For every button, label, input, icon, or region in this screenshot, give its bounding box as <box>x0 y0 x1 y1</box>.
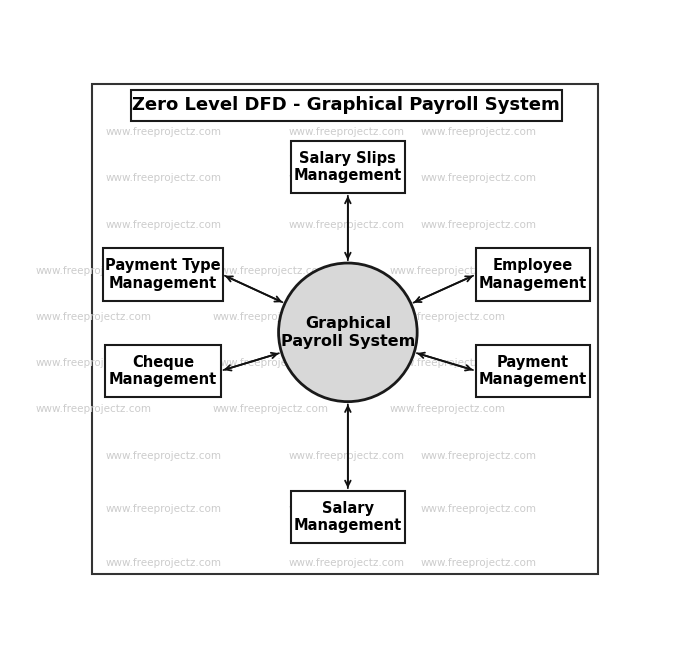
Bar <box>131 90 562 121</box>
Text: www.freeprojectz.com: www.freeprojectz.com <box>36 358 152 368</box>
Bar <box>291 491 405 543</box>
Text: www.freeprojectz.com: www.freeprojectz.com <box>288 451 404 460</box>
Text: www.freeprojectz.com: www.freeprojectz.com <box>36 266 152 276</box>
Text: www.freeprojectz.com: www.freeprojectz.com <box>213 358 329 368</box>
Text: Payment
Management: Payment Management <box>479 355 587 387</box>
Text: Salary Slips
Management: Salary Slips Management <box>294 151 402 183</box>
Text: www.freeprojectz.com: www.freeprojectz.com <box>288 173 404 183</box>
Circle shape <box>279 263 417 402</box>
Text: www.freeprojectz.com: www.freeprojectz.com <box>288 127 404 137</box>
Text: www.freeprojectz.com: www.freeprojectz.com <box>421 220 537 230</box>
Text: Payment Type
Management: Payment Type Management <box>105 258 221 291</box>
Text: www.freeprojectz.com: www.freeprojectz.com <box>36 312 152 322</box>
Text: www.freeprojectz.com: www.freeprojectz.com <box>213 404 329 414</box>
Text: www.freeprojectz.com: www.freeprojectz.com <box>421 173 537 183</box>
Text: www.freeprojectz.com: www.freeprojectz.com <box>105 127 221 137</box>
Text: www.freeprojectz.com: www.freeprojectz.com <box>105 220 221 230</box>
Text: www.freeprojectz.com: www.freeprojectz.com <box>421 127 537 137</box>
Bar <box>291 141 405 193</box>
Text: www.freeprojectz.com: www.freeprojectz.com <box>213 266 329 276</box>
Text: www.freeprojectz.com: www.freeprojectz.com <box>105 558 221 569</box>
Text: www.freeprojectz.com: www.freeprojectz.com <box>288 558 404 569</box>
Text: Cheque
Management: Cheque Management <box>109 355 217 387</box>
Text: Zero Level DFD - Graphical Payroll System: Zero Level DFD - Graphical Payroll Syste… <box>132 96 560 114</box>
Bar <box>476 248 590 301</box>
Text: www.freeprojectz.com: www.freeprojectz.com <box>105 451 221 460</box>
Text: www.freeprojectz.com: www.freeprojectz.com <box>105 505 221 514</box>
Text: Employee
Management: Employee Management <box>479 258 587 291</box>
Text: www.freeprojectz.com: www.freeprojectz.com <box>421 558 537 569</box>
Text: www.freeprojectz.com: www.freeprojectz.com <box>390 266 506 276</box>
Text: www.freeprojectz.com: www.freeprojectz.com <box>288 505 404 514</box>
Text: Graphical
Payroll System: Graphical Payroll System <box>281 316 415 349</box>
Text: www.freeprojectz.com: www.freeprojectz.com <box>288 220 404 230</box>
Text: www.freeprojectz.com: www.freeprojectz.com <box>421 451 537 460</box>
Text: www.freeprojectz.com: www.freeprojectz.com <box>36 404 152 414</box>
Text: www.freeprojectz.com: www.freeprojectz.com <box>421 505 537 514</box>
Bar <box>103 248 223 301</box>
Text: www.freeprojectz.com: www.freeprojectz.com <box>390 312 506 322</box>
Bar <box>476 345 590 397</box>
Bar <box>105 345 221 397</box>
Text: www.freeprojectz.com: www.freeprojectz.com <box>390 404 506 414</box>
Text: www.freeprojectz.com: www.freeprojectz.com <box>213 312 329 322</box>
Text: Salary
Management: Salary Management <box>294 501 402 533</box>
Text: www.freeprojectz.com: www.freeprojectz.com <box>390 358 506 368</box>
Text: www.freeprojectz.com: www.freeprojectz.com <box>105 173 221 183</box>
